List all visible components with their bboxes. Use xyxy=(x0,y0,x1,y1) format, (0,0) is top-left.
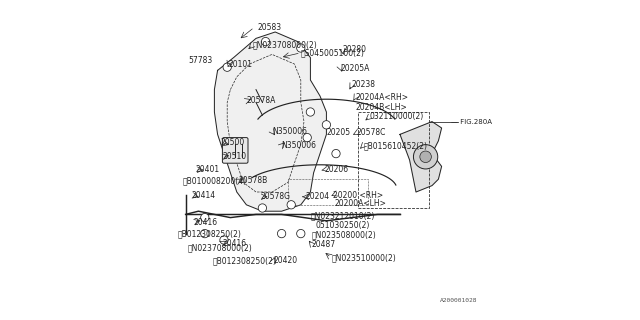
Text: 20416: 20416 xyxy=(193,218,218,227)
Circle shape xyxy=(278,229,286,238)
Text: A200001028: A200001028 xyxy=(440,298,477,303)
Text: ⓃN023212010(2): ⓃN023212010(2) xyxy=(310,212,375,220)
Text: 20487: 20487 xyxy=(312,240,336,249)
Text: 20578B: 20578B xyxy=(239,176,268,185)
Circle shape xyxy=(223,63,232,71)
Text: 20578C: 20578C xyxy=(357,128,386,137)
Circle shape xyxy=(322,121,331,129)
Circle shape xyxy=(201,213,209,222)
FancyBboxPatch shape xyxy=(223,138,248,163)
Text: 20416: 20416 xyxy=(223,239,246,248)
Circle shape xyxy=(413,145,438,169)
Text: 20238: 20238 xyxy=(352,80,376,89)
Bar xyxy=(358,112,429,208)
Text: 032110000(2): 032110000(2) xyxy=(370,112,424,121)
Text: 20578A: 20578A xyxy=(246,96,276,105)
Text: 20500: 20500 xyxy=(221,138,245,147)
Text: 20280: 20280 xyxy=(342,45,366,54)
Circle shape xyxy=(297,44,305,52)
Text: 20578G: 20578G xyxy=(261,192,291,201)
Bar xyxy=(288,179,368,205)
Text: 20510: 20510 xyxy=(223,152,246,161)
Text: N350006: N350006 xyxy=(272,127,307,136)
Text: 20583: 20583 xyxy=(258,23,282,32)
Circle shape xyxy=(220,236,228,244)
Text: ⓃN023508000(2): ⓃN023508000(2) xyxy=(312,231,377,240)
Text: 051030250(2): 051030250(2) xyxy=(315,221,369,230)
Text: ⓈS045005100(2): ⓈS045005100(2) xyxy=(301,48,365,57)
Polygon shape xyxy=(400,122,442,192)
Circle shape xyxy=(306,108,315,116)
Text: ⓃN023708000(2): ⓃN023708000(2) xyxy=(253,40,317,49)
Text: ⒷB015610452(2): ⒷB015610452(2) xyxy=(364,141,428,150)
Text: ⓃN023708000(2): ⓃN023708000(2) xyxy=(187,244,252,252)
Circle shape xyxy=(332,149,340,158)
Text: 20206: 20206 xyxy=(325,165,349,174)
Circle shape xyxy=(287,201,296,209)
Text: — FIG.280A: — FIG.280A xyxy=(451,119,492,124)
Text: 57783: 57783 xyxy=(189,56,213,65)
Circle shape xyxy=(297,229,305,238)
Text: 20401: 20401 xyxy=(195,165,220,174)
Text: 20205: 20205 xyxy=(326,128,351,137)
Text: 20200 <RH>: 20200 <RH> xyxy=(333,191,383,200)
Text: ⒷB010008200(4): ⒷB010008200(4) xyxy=(182,176,246,185)
Circle shape xyxy=(262,37,270,46)
Circle shape xyxy=(420,151,431,163)
Text: ⒷB012308250(2): ⒷB012308250(2) xyxy=(178,229,241,238)
Text: 20204: 20204 xyxy=(306,192,330,201)
Text: 20204A<RH>: 20204A<RH> xyxy=(355,93,408,102)
Text: 20420: 20420 xyxy=(274,256,298,265)
Text: 20204B<LH>: 20204B<LH> xyxy=(355,103,407,112)
Text: 20101: 20101 xyxy=(229,60,253,68)
Polygon shape xyxy=(214,32,326,211)
Text: 20205A: 20205A xyxy=(340,64,370,73)
Text: ⓃN023510000(2): ⓃN023510000(2) xyxy=(332,253,396,262)
Text: N350006: N350006 xyxy=(282,141,317,150)
Text: 20414: 20414 xyxy=(192,191,216,200)
Circle shape xyxy=(258,204,267,212)
Circle shape xyxy=(201,229,209,238)
Circle shape xyxy=(303,133,312,142)
Text: ⒷB012308250(2): ⒷB012308250(2) xyxy=(212,256,276,265)
Text: 20200A<LH>: 20200A<LH> xyxy=(334,199,387,208)
